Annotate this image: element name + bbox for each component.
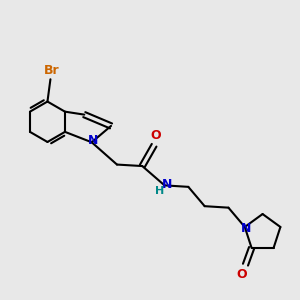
Text: N: N — [241, 222, 251, 235]
Text: Br: Br — [44, 64, 60, 77]
Text: H: H — [154, 186, 164, 196]
Text: N: N — [88, 134, 98, 147]
Text: N: N — [162, 178, 172, 191]
Text: O: O — [237, 268, 247, 281]
Text: O: O — [150, 129, 161, 142]
